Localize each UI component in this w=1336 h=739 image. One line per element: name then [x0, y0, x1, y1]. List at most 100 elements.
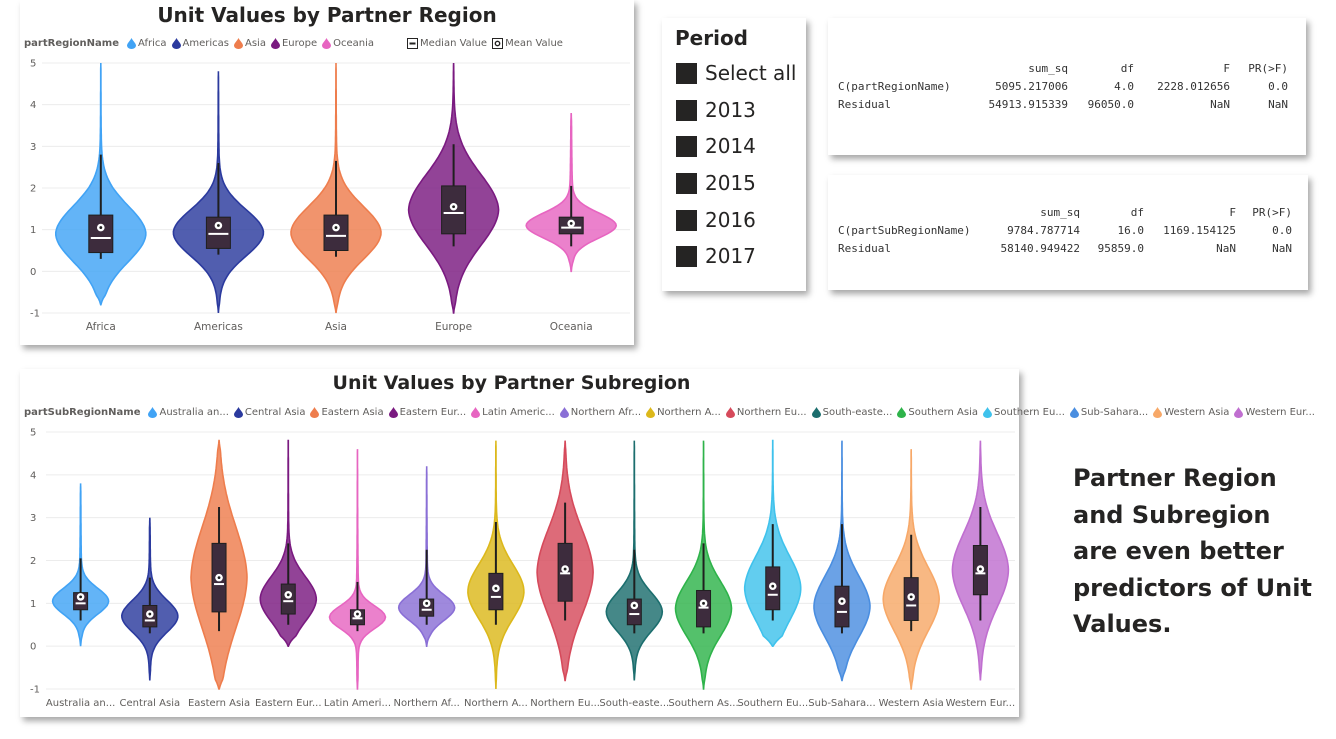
legend-label: Americas [182, 38, 229, 49]
slicer-item-label: 2017 [705, 244, 756, 268]
table-cell [838, 60, 968, 78]
mean-marker-dot [217, 224, 220, 227]
x-tick-label: Eastern Asia [188, 698, 250, 709]
legend-entry[interactable]: Western Eur... [1234, 407, 1315, 418]
legend-drop-icon [725, 407, 735, 418]
violin-0[interactable] [51, 483, 110, 647]
legend-drop-icon [171, 38, 181, 49]
legend-entry[interactable]: Southern Asia [897, 407, 978, 418]
mean-marker-dot [425, 601, 429, 605]
legend-drop-icon [310, 407, 320, 418]
violin-6[interactable] [467, 440, 525, 690]
table-cell: Residual [838, 242, 891, 255]
violin-12[interactable] [882, 449, 941, 690]
y-tick-label: 5 [30, 59, 36, 70]
legend-entry[interactable]: Central Asia [233, 407, 305, 418]
violin-8[interactable] [605, 440, 664, 681]
region-legend: partRegionName Africa Americas Asia Europe O… [24, 38, 568, 49]
mean-marker-dot [286, 593, 290, 597]
anova-region-table: sum_sq df F PR(>F) C(partRegionName) 509… [838, 60, 1288, 114]
legend-entry[interactable]: Northern A... [646, 407, 721, 418]
table-cell: 96050.0 [1087, 98, 1134, 111]
legend-entry[interactable]: Africa [127, 38, 167, 49]
violin-4[interactable] [328, 449, 387, 690]
table-cell: 0.0 [1272, 224, 1292, 237]
legend-label: Sub-Sahara... [1080, 407, 1149, 418]
violin-1[interactable] [120, 517, 179, 681]
legend-drop-icon [646, 407, 656, 418]
violin-0[interactable] [55, 63, 147, 306]
checkbox-icon [676, 245, 697, 267]
table-cell: F [1229, 206, 1236, 219]
legend-entry[interactable]: South-easte... [811, 407, 892, 418]
violin-10[interactable] [743, 439, 802, 647]
table-cell: 16.0 [1117, 224, 1145, 237]
subregion-chart-title: Unit Values by Partner Subregion [332, 372, 691, 394]
legend-entry[interactable]: Asia [234, 38, 266, 49]
x-tick-label: Sub-Sahara... [808, 698, 875, 709]
table-cell: PR(>F) [1248, 62, 1288, 75]
table-cell: 4.0 [1114, 80, 1134, 93]
violin-1[interactable] [172, 71, 265, 314]
legend-mean-entry[interactable]: Mean Value [492, 38, 563, 49]
legend-label: Northern A... [657, 407, 721, 418]
legend-entry[interactable]: Eastern Asia [310, 407, 384, 418]
legend-entry[interactable]: Latin Americ... [471, 407, 555, 418]
violin-7[interactable] [536, 440, 594, 682]
table-cell: NaN [1272, 242, 1292, 255]
slicer-item-2017[interactable]: 2017 [676, 244, 756, 268]
slicer-item-label: 2016 [705, 208, 756, 232]
subregion-legend: partSubRegionName Australia an... Central… [24, 407, 1320, 418]
violin-2[interactable] [190, 439, 248, 690]
slicer-item-2013[interactable]: 2013 [676, 98, 756, 122]
slicer-item-2015[interactable]: 2015 [676, 171, 756, 195]
table-cell: NaN [1210, 98, 1230, 111]
legend-entry[interactable]: Northern Afr... [559, 407, 641, 418]
legend-entry[interactable]: Sub-Sahara... [1069, 407, 1149, 418]
legend-drop-icon [322, 38, 332, 49]
x-tick-label: Asia [325, 321, 347, 333]
violin-9[interactable] [674, 440, 733, 690]
legend-drop-icon [471, 407, 481, 418]
y-tick-label: 0 [30, 642, 36, 653]
legend-entry[interactable]: Americas [171, 38, 229, 49]
legend-entry[interactable]: Western Asia [1153, 407, 1229, 418]
anova-subregion-table: sum_sq df F PR(>F) C(partSubRegionName) … [838, 204, 1292, 258]
table-row: Residual 54913.915339 96050.0 NaN NaN [838, 96, 1288, 114]
checkbox-icon [676, 99, 697, 121]
slicer-item-2014[interactable]: 2014 [676, 134, 756, 158]
mean-marker-dot [702, 601, 705, 605]
checkbox-icon [676, 172, 697, 194]
violin-11[interactable] [813, 440, 871, 682]
legend-entry[interactable]: Oceania [322, 38, 374, 49]
slicer-item-select-all[interactable]: Select all [676, 61, 796, 85]
violin-5[interactable] [397, 466, 456, 647]
y-tick-label: 2 [30, 184, 36, 195]
mean-marker-dot [563, 567, 567, 571]
x-tick-label: Americas [194, 321, 243, 333]
violin-3[interactable] [259, 439, 318, 647]
iqr-box [88, 214, 114, 254]
legend-entry[interactable]: Australia an... [148, 407, 229, 418]
violin-4[interactable] [525, 112, 618, 273]
x-tick-label: Northern Af... [393, 698, 459, 709]
mean-marker-dot [334, 226, 338, 229]
violin-3[interactable] [407, 62, 500, 314]
violin-13[interactable] [951, 440, 1010, 681]
violin-2[interactable] [290, 63, 382, 314]
y-tick-label: 4 [30, 470, 36, 481]
y-tick-label: 5 [30, 428, 36, 439]
legend-median-entry[interactable]: Median Value [407, 38, 487, 49]
legend-label: Southern Asia [908, 407, 979, 418]
table-cell: 5095.217006 [995, 80, 1068, 93]
table-cell: PR(>F) [1252, 206, 1292, 219]
legend-drop-icon [233, 407, 243, 418]
legend-label: Europe [281, 38, 318, 49]
legend-label: Western Asia [1164, 407, 1230, 418]
legend-entry[interactable]: Eastern Eur... [388, 407, 466, 418]
legend-entry[interactable]: Europe [270, 38, 318, 49]
mean-marker-dot [79, 595, 83, 599]
legend-entry[interactable]: Southern Eu... [983, 407, 1065, 418]
slicer-item-2016[interactable]: 2016 [676, 208, 756, 232]
legend-entry[interactable]: Northern Eu... [725, 407, 807, 418]
